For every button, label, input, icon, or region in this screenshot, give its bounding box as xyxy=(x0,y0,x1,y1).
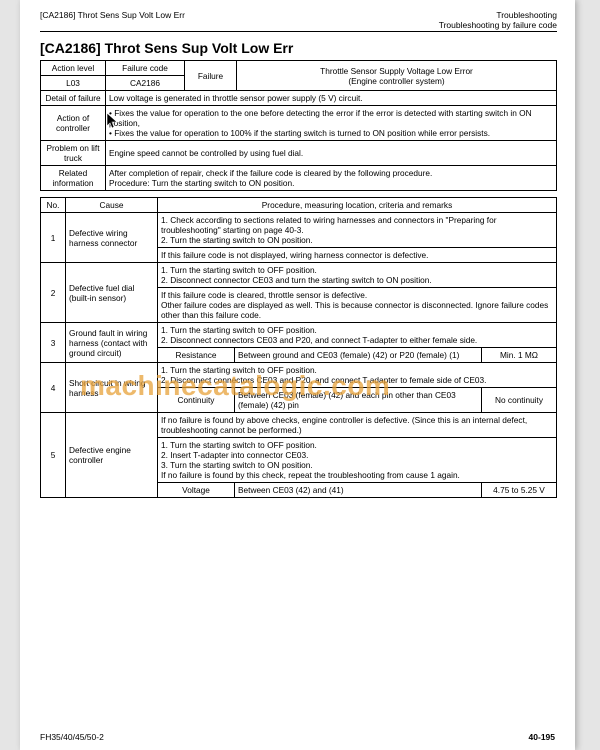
problem-label: Problem on lift truck xyxy=(41,141,106,166)
row2-cause: Defective fuel dial (built-in sensor) xyxy=(66,263,158,323)
th-action: Action level xyxy=(41,61,106,76)
page-header: [CA2186] Throt Sens Sup Volt Low Err Tro… xyxy=(40,10,557,32)
footer-left: FH35/40/45/50-2 xyxy=(40,732,104,742)
row5-p1: 1. Turn the starting switch to OFF posit… xyxy=(158,438,557,483)
procedure-table: No. Cause Procedure, measuring location,… xyxy=(40,197,557,498)
th-failure-text: Throttle Sensor Supply Voltage Low Error… xyxy=(237,61,557,91)
header-left: [CA2186] Throt Sens Sup Volt Low Err xyxy=(40,10,185,30)
row4-p1: 1. Turn the starting switch to OFF posit… xyxy=(158,363,557,388)
code-val: CA2186 xyxy=(106,76,185,91)
row1-p1: 1. Check according to sections related t… xyxy=(158,213,557,248)
related-label: Related information xyxy=(41,166,106,191)
header-right: Troubleshooting Troubleshooting by failu… xyxy=(439,10,557,30)
row4-mval: No continuity xyxy=(482,388,557,413)
detail-text: Low voltage is generated in throttle sen… xyxy=(106,91,557,106)
row3-mval: Min. 1 MΩ xyxy=(482,348,557,363)
page-footer: FH35/40/45/50-2 40-195 xyxy=(40,732,555,742)
row5-mval: 4.75 to 5.25 V xyxy=(482,483,557,498)
action-level-val: L03 xyxy=(41,76,106,91)
action-label: Action of controller xyxy=(41,106,106,141)
row3-no: 3 xyxy=(41,323,66,363)
row3-cause: Ground fault in wiring harness (contact … xyxy=(66,323,158,363)
row3-mbetween: Between ground and CE03 (female) (42) or… xyxy=(235,348,482,363)
document-page: [CA2186] Throt Sens Sup Volt Low Err Tro… xyxy=(20,0,575,750)
row5-p0: If no failure is found by above checks, … xyxy=(158,413,557,438)
row5-mlbl: Voltage xyxy=(158,483,235,498)
row4-cause: Short circuit in wiring harness xyxy=(66,363,158,413)
row5-cause: Defective engine controller xyxy=(66,413,158,498)
header-right-line2: Troubleshooting by failure code xyxy=(439,20,557,30)
row1-no: 1 xyxy=(41,213,66,263)
row3-p1: 1. Turn the starting switch to OFF posit… xyxy=(158,323,557,348)
row2-p1: 1. Turn the starting switch to OFF posit… xyxy=(158,263,557,288)
row3-mlbl: Resistance xyxy=(158,348,235,363)
failure-text-2: (Engine controller system) xyxy=(240,76,553,86)
page-title: [CA2186] Throt Sens Sup Volt Low Err xyxy=(40,40,557,56)
row5-no: 5 xyxy=(41,413,66,498)
row2-no: 2 xyxy=(41,263,66,323)
row1-cause: Defective wiring harness connector xyxy=(66,213,158,263)
th-no: No. xyxy=(41,198,66,213)
cursor-icon xyxy=(106,112,120,130)
header-right-line1: Troubleshooting xyxy=(439,10,557,20)
th-failure: Failure xyxy=(185,61,237,91)
row2-p2: If this failure code is cleared, throttl… xyxy=(158,288,557,323)
row4-mlbl: Continuity xyxy=(158,388,235,413)
row4-no: 4 xyxy=(41,363,66,413)
th-code: Failure code xyxy=(106,61,185,76)
footer-right: 40-195 xyxy=(529,732,555,742)
th-proc: Procedure, measuring location, criteria … xyxy=(158,198,557,213)
th-cause: Cause xyxy=(66,198,158,213)
row1-p2: If this failure code is not displayed, w… xyxy=(158,248,557,263)
problem-text: Engine speed cannot be controlled by usi… xyxy=(106,141,557,166)
failure-text-1: Throttle Sensor Supply Voltage Low Error xyxy=(240,66,553,76)
action-text: • Fixes the value for operation to the o… xyxy=(106,106,557,141)
row5-mbetween: Between CE03 (42) and (41) xyxy=(235,483,482,498)
detail-label: Detail of failure xyxy=(41,91,106,106)
row4-mbetween: Between CE03 (female) (42) and each pin … xyxy=(235,388,482,413)
related-text: After completion of repair, check if the… xyxy=(106,166,557,191)
